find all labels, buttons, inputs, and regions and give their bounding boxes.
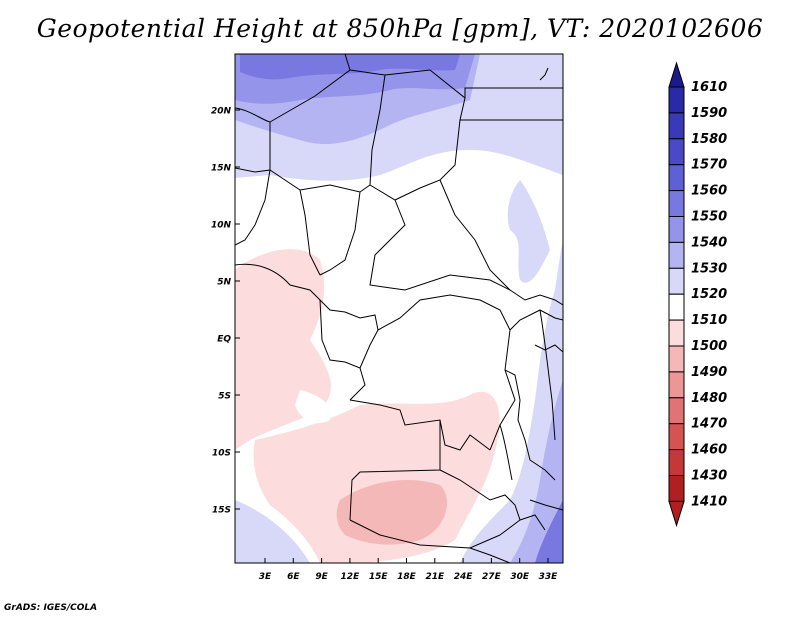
lon-tick-label: 3E xyxy=(259,572,272,582)
lon-tick-label: 30E xyxy=(510,572,530,582)
lat-tick-label: EQ xyxy=(217,335,231,345)
colorbar-swatch xyxy=(668,397,685,425)
colorbar-level-label: 1470 xyxy=(691,417,727,432)
lat-tick-label: 15S xyxy=(212,506,231,516)
colorbar-level-label: 1460 xyxy=(691,443,727,458)
colorbar-level-label: 1590 xyxy=(691,106,727,121)
latitude-axis: 20N 15N 10N 5N EQ 5S 10S 15S xyxy=(211,107,240,516)
lat-tick-label: 10N xyxy=(211,221,232,231)
colorbar-level-label: 1560 xyxy=(691,184,727,199)
colorbar-swatch xyxy=(668,241,685,269)
colorbar-swatch xyxy=(668,164,685,192)
lon-tick-label: 15E xyxy=(369,572,389,582)
colorbar-bottom-arrow xyxy=(668,500,685,528)
map-title: Geopotential Height at 850hPa [gpm], VT:… xyxy=(36,14,764,43)
colorbar-level-label: 1510 xyxy=(691,313,727,328)
colorbar-swatch xyxy=(668,371,685,399)
colorbar-level-label: 1430 xyxy=(691,469,727,484)
colorbar-swatch xyxy=(668,190,685,218)
lat-tick-label: 10S xyxy=(212,449,231,459)
colorbar-level-label: 1550 xyxy=(691,210,727,225)
lat-tick-label: 15N xyxy=(211,164,232,174)
lat-tick-label: 5N xyxy=(217,278,231,288)
colorbar-level-label: 1580 xyxy=(691,132,727,147)
lon-tick-label: 18E xyxy=(397,572,417,582)
lon-tick-label: 21E xyxy=(425,572,445,582)
lat-tick-label: 5S xyxy=(218,392,231,402)
height-field xyxy=(235,54,563,563)
colorbar-level-label: 1610 xyxy=(691,80,727,95)
lon-tick-label: 27E xyxy=(482,572,502,582)
lon-tick-label: 12E xyxy=(341,572,361,582)
lon-tick-label: 24E xyxy=(454,572,474,582)
lon-tick-label: 9E xyxy=(315,572,328,582)
lat-tick-label: 20N xyxy=(211,107,232,117)
longitude-axis: 3E 6E 9E 12E 15E 18E 21E 24E 27E 30E 33E xyxy=(259,558,558,582)
colorbar-level-label: 1520 xyxy=(691,287,727,302)
colorbar-top-arrow xyxy=(668,61,685,88)
credit-label: GrADS: IGES/COLA xyxy=(4,603,98,613)
colorbar-level-label: 1410 xyxy=(691,494,727,509)
colorbar-swatch xyxy=(668,423,685,451)
colorbar-level-label: 1530 xyxy=(691,261,727,276)
colorbar-swatch xyxy=(668,345,685,373)
map-frame xyxy=(234,53,564,564)
colorbar-swatch xyxy=(668,216,685,243)
colorbar-level-label: 1480 xyxy=(691,391,727,406)
colorbar-swatch xyxy=(668,112,685,140)
colorbar-swatch xyxy=(668,475,685,502)
colorbar-level-label: 1490 xyxy=(691,365,727,380)
colorbar-swatch xyxy=(668,449,685,477)
lon-tick-label: 6E xyxy=(287,572,300,582)
colorbar-swatch xyxy=(668,293,685,321)
colorbar-swatch xyxy=(668,267,685,295)
colorbar-swatch xyxy=(668,138,685,166)
colorbar-level-label: 1500 xyxy=(691,339,727,354)
lon-tick-label: 33E xyxy=(539,572,559,582)
colorbar-level-label: 1540 xyxy=(691,235,727,250)
colorbar: 1610 1590 1580 1570 1560 1550 1540 1530 1520 1510… xyxy=(668,61,727,528)
colorbar-level-label: 1570 xyxy=(691,158,727,173)
country-borders xyxy=(235,54,563,563)
colorbar-swatch xyxy=(668,86,685,114)
colorbar-swatch xyxy=(668,319,685,347)
